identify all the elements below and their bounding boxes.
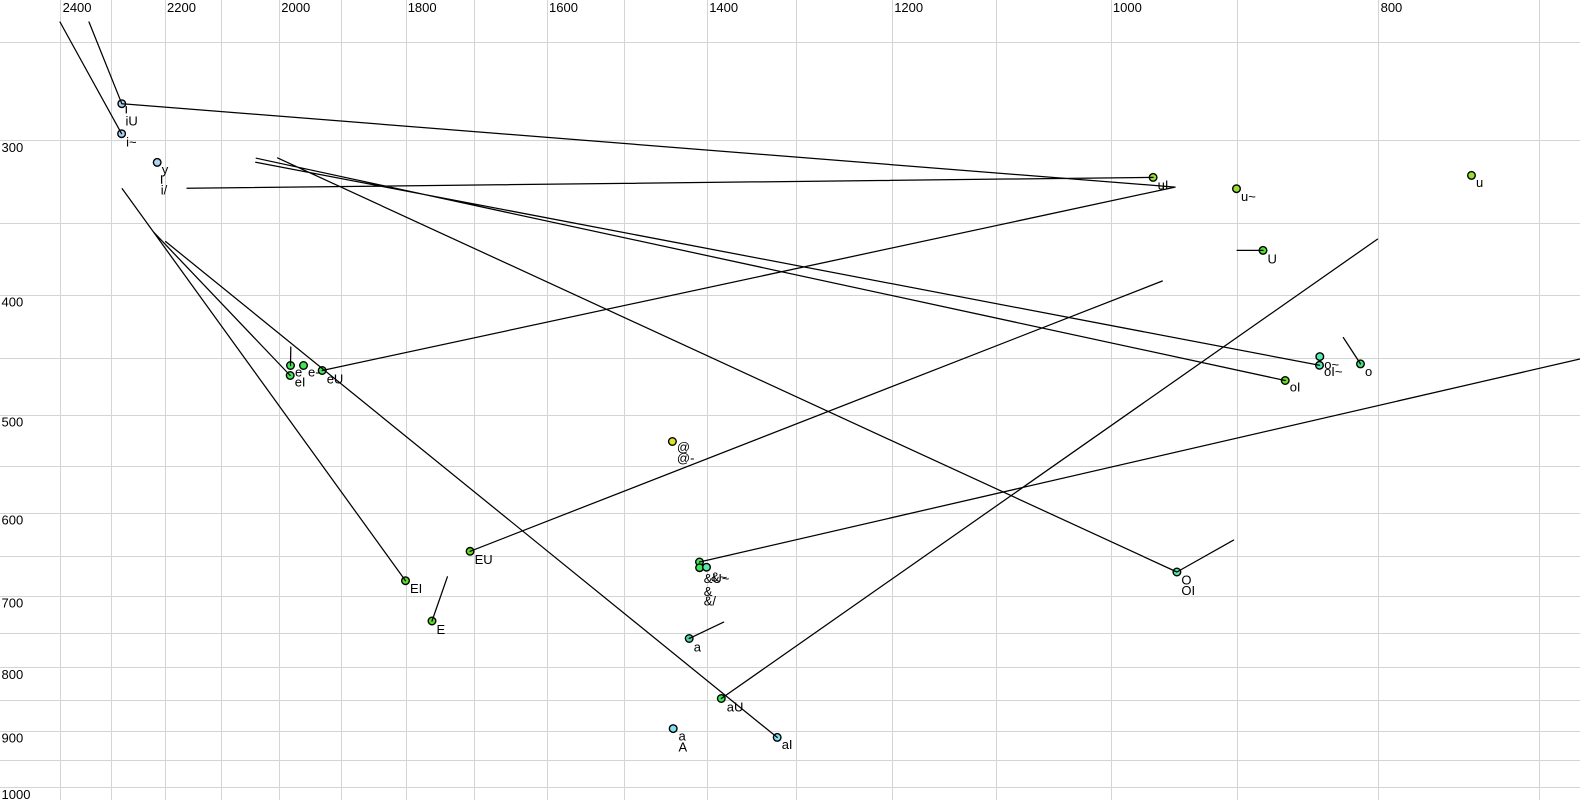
svg-text:eU: eU — [327, 371, 344, 386]
svg-text:e: e — [295, 364, 302, 379]
svg-text:500: 500 — [2, 415, 24, 430]
svg-text:700: 700 — [2, 595, 24, 610]
svg-text:u~: u~ — [1241, 189, 1256, 204]
svg-text:800: 800 — [2, 667, 24, 682]
svg-text:2400: 2400 — [63, 0, 92, 15]
svg-text:1400: 1400 — [709, 0, 738, 15]
svg-text:i~: i~ — [126, 135, 137, 150]
svg-text:e-: e- — [308, 364, 320, 379]
svg-text:1800: 1800 — [408, 0, 437, 15]
svg-text:iU: iU — [126, 113, 138, 128]
svg-text:o~: o~ — [1324, 357, 1339, 372]
svg-text:u: u — [1476, 175, 1483, 190]
svg-text:eI: eI — [295, 375, 306, 390]
svg-text:oI~: oI~ — [1324, 364, 1343, 379]
svg-text:@: @ — [677, 440, 690, 455]
svg-text:@-: @- — [677, 450, 695, 465]
svg-text:2200: 2200 — [167, 0, 196, 15]
svg-text:y: y — [162, 162, 169, 177]
svg-text:E: E — [437, 622, 446, 637]
svg-text:U: U — [1268, 251, 1277, 266]
svg-text:&/: &/ — [704, 593, 717, 608]
svg-text:800: 800 — [1381, 0, 1403, 15]
svg-text:&U~: &U~ — [704, 571, 730, 586]
svg-text:O: O — [1181, 573, 1191, 588]
svg-text:1000: 1000 — [2, 787, 31, 800]
svg-text:400: 400 — [2, 295, 24, 310]
svg-text:aI: aI — [782, 737, 793, 752]
svg-text:oI: oI — [1290, 379, 1301, 394]
svg-text:EI: EI — [410, 581, 422, 596]
svg-text:uI: uI — [1158, 178, 1169, 193]
svg-text:EU: EU — [475, 552, 493, 567]
svg-text:300: 300 — [2, 140, 24, 155]
svg-text:1200: 1200 — [894, 0, 923, 15]
svg-text:600: 600 — [2, 513, 24, 528]
svg-text:1600: 1600 — [549, 0, 578, 15]
svg-text:OI: OI — [1181, 583, 1195, 598]
svg-text:900: 900 — [2, 730, 24, 745]
svg-text:o: o — [1365, 364, 1372, 379]
svg-text:&: & — [704, 584, 713, 599]
svg-text:i/: i/ — [161, 182, 168, 197]
svg-text:A: A — [679, 740, 688, 755]
svg-text:aU: aU — [727, 699, 744, 714]
svg-text:&~: &~ — [711, 569, 728, 584]
svg-text:2000: 2000 — [281, 0, 310, 15]
svg-text:a: a — [694, 639, 702, 654]
svg-text:1000: 1000 — [1113, 0, 1142, 15]
svg-text:a: a — [679, 729, 687, 744]
